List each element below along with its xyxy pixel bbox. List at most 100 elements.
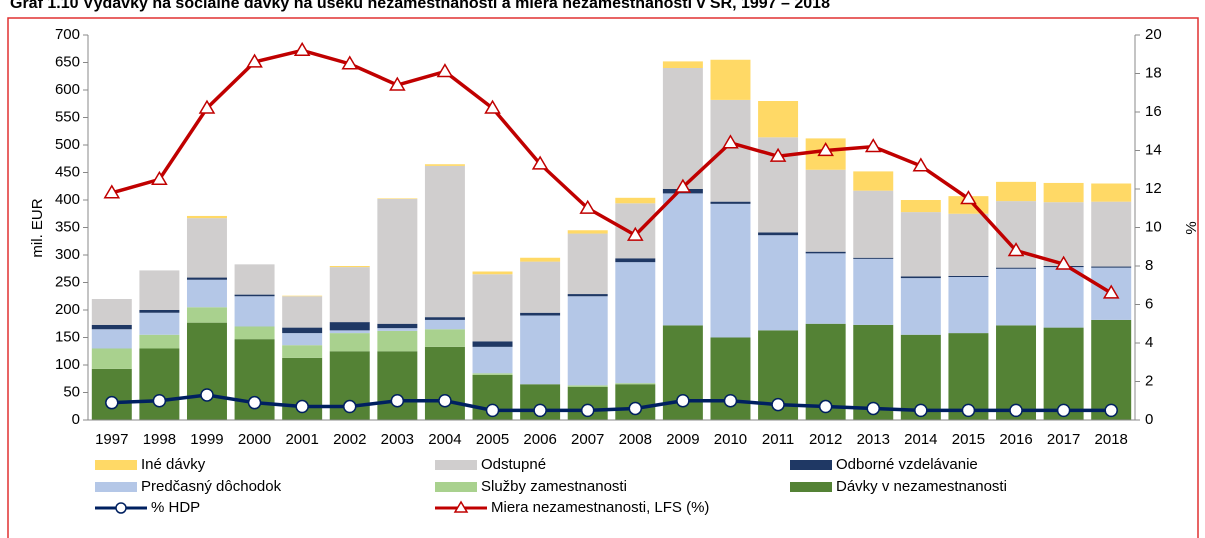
bar-segment — [472, 274, 513, 342]
bar-segment — [1091, 266, 1132, 268]
line-marker — [723, 394, 738, 408]
x-tick-label: 2014 — [904, 431, 937, 448]
bar-segment — [91, 348, 132, 369]
legend-swatch — [790, 482, 832, 492]
bar-segment — [662, 193, 703, 326]
x-tick-label: 2008 — [619, 431, 652, 448]
x-tick-label: 1997 — [95, 431, 128, 448]
y2-tick-label: 12 — [1145, 180, 1162, 197]
y2-tick-label: 6 — [1145, 295, 1153, 312]
y2-tick-label: 16 — [1145, 103, 1162, 120]
y-tick-label: 350 — [55, 218, 80, 235]
y2-tick-label: 2 — [1145, 372, 1153, 389]
bar-segment — [424, 319, 465, 330]
x-tick-label: 2001 — [285, 431, 318, 448]
bar-segment — [805, 169, 846, 252]
bar-segment — [424, 317, 465, 320]
bar-segment — [567, 294, 608, 297]
x-tick-label: 2018 — [1095, 431, 1128, 448]
legend-label: Dávky v nezamestnanosti — [836, 478, 1007, 495]
y2-axis-label: % — [1183, 221, 1200, 234]
y-tick-label: 200 — [55, 301, 80, 318]
bar-segment — [758, 235, 799, 331]
bar-segment — [139, 310, 180, 313]
x-tick-label: 2000 — [238, 431, 271, 448]
y2-tick-label: 20 — [1145, 26, 1162, 43]
line-marker — [580, 403, 595, 418]
line-marker — [438, 394, 452, 408]
bar-segment — [996, 181, 1037, 202]
line-marker — [676, 394, 690, 408]
line-marker — [769, 147, 787, 162]
bar-segment — [139, 312, 180, 335]
x-tick-label: 2005 — [476, 431, 509, 448]
line-marker — [1009, 403, 1023, 418]
bar-segment — [139, 334, 180, 349]
line-marker — [579, 199, 597, 214]
line-marker — [864, 138, 882, 153]
bar-segment — [615, 258, 656, 263]
y-tick-label: 50 — [63, 383, 80, 400]
line-marker — [343, 399, 357, 414]
y-axis-label: mil. EUR — [29, 198, 46, 257]
bar-segment — [186, 277, 227, 280]
bar-segment — [139, 348, 180, 420]
bar-segment — [758, 101, 799, 138]
line-marker — [200, 388, 214, 402]
y-tick-label: 100 — [55, 356, 80, 373]
bar-segment — [377, 323, 418, 329]
x-tick-label: 2004 — [428, 431, 461, 448]
bar-segment — [424, 346, 465, 420]
legend-swatch — [790, 460, 832, 470]
y-tick-label: 550 — [55, 108, 80, 125]
y-tick-label: 0 — [72, 411, 80, 428]
bar-segment — [853, 171, 894, 191]
line-marker — [914, 403, 928, 418]
bar-segment — [900, 278, 941, 335]
x-tick-label: 2003 — [381, 431, 414, 448]
bar-segment — [948, 275, 989, 277]
bar-segment — [853, 258, 894, 325]
y2-tick-label: 14 — [1145, 141, 1162, 158]
legend-marker — [453, 500, 469, 513]
bar-segment — [520, 261, 561, 313]
bar-segment — [472, 271, 513, 275]
bar-segment — [662, 61, 703, 68]
bar-segment — [186, 307, 227, 323]
bar-segment — [1091, 319, 1132, 420]
bar-segment — [234, 264, 275, 295]
bar-segment — [615, 262, 656, 384]
y2-tick-label: 0 — [1145, 411, 1153, 428]
x-tick-label: 2002 — [333, 431, 366, 448]
line-marker — [960, 190, 977, 205]
bar-segment — [186, 218, 227, 278]
bar-segment — [1091, 183, 1132, 202]
bar-segment — [948, 213, 989, 276]
bar-segment — [282, 296, 323, 328]
bar-segment — [615, 383, 656, 385]
line-marker — [389, 76, 406, 91]
data-line — [111, 48, 1113, 295]
line-marker — [246, 53, 263, 68]
legend-label: Predčasný dôchodok — [141, 478, 282, 495]
line-marker — [436, 63, 454, 78]
x-tick-label: 1998 — [143, 431, 176, 448]
line-marker — [722, 134, 739, 149]
bar-segment — [1043, 182, 1084, 203]
x-tick-label: 2015 — [952, 431, 985, 448]
bar-segment — [424, 165, 465, 318]
line-marker — [1102, 284, 1120, 299]
bar-segment — [805, 253, 846, 324]
x-tick-label: 1999 — [190, 431, 223, 448]
line-marker — [1007, 242, 1025, 257]
line-marker — [771, 397, 785, 412]
bar-segment — [282, 345, 323, 358]
bar-segment — [424, 329, 465, 347]
bar-segment — [91, 329, 132, 349]
y2-tick-label: 8 — [1145, 257, 1153, 274]
line-marker — [1055, 255, 1072, 270]
bar-segment — [91, 299, 132, 325]
line-marker — [674, 178, 692, 193]
bar-segment — [853, 190, 894, 258]
